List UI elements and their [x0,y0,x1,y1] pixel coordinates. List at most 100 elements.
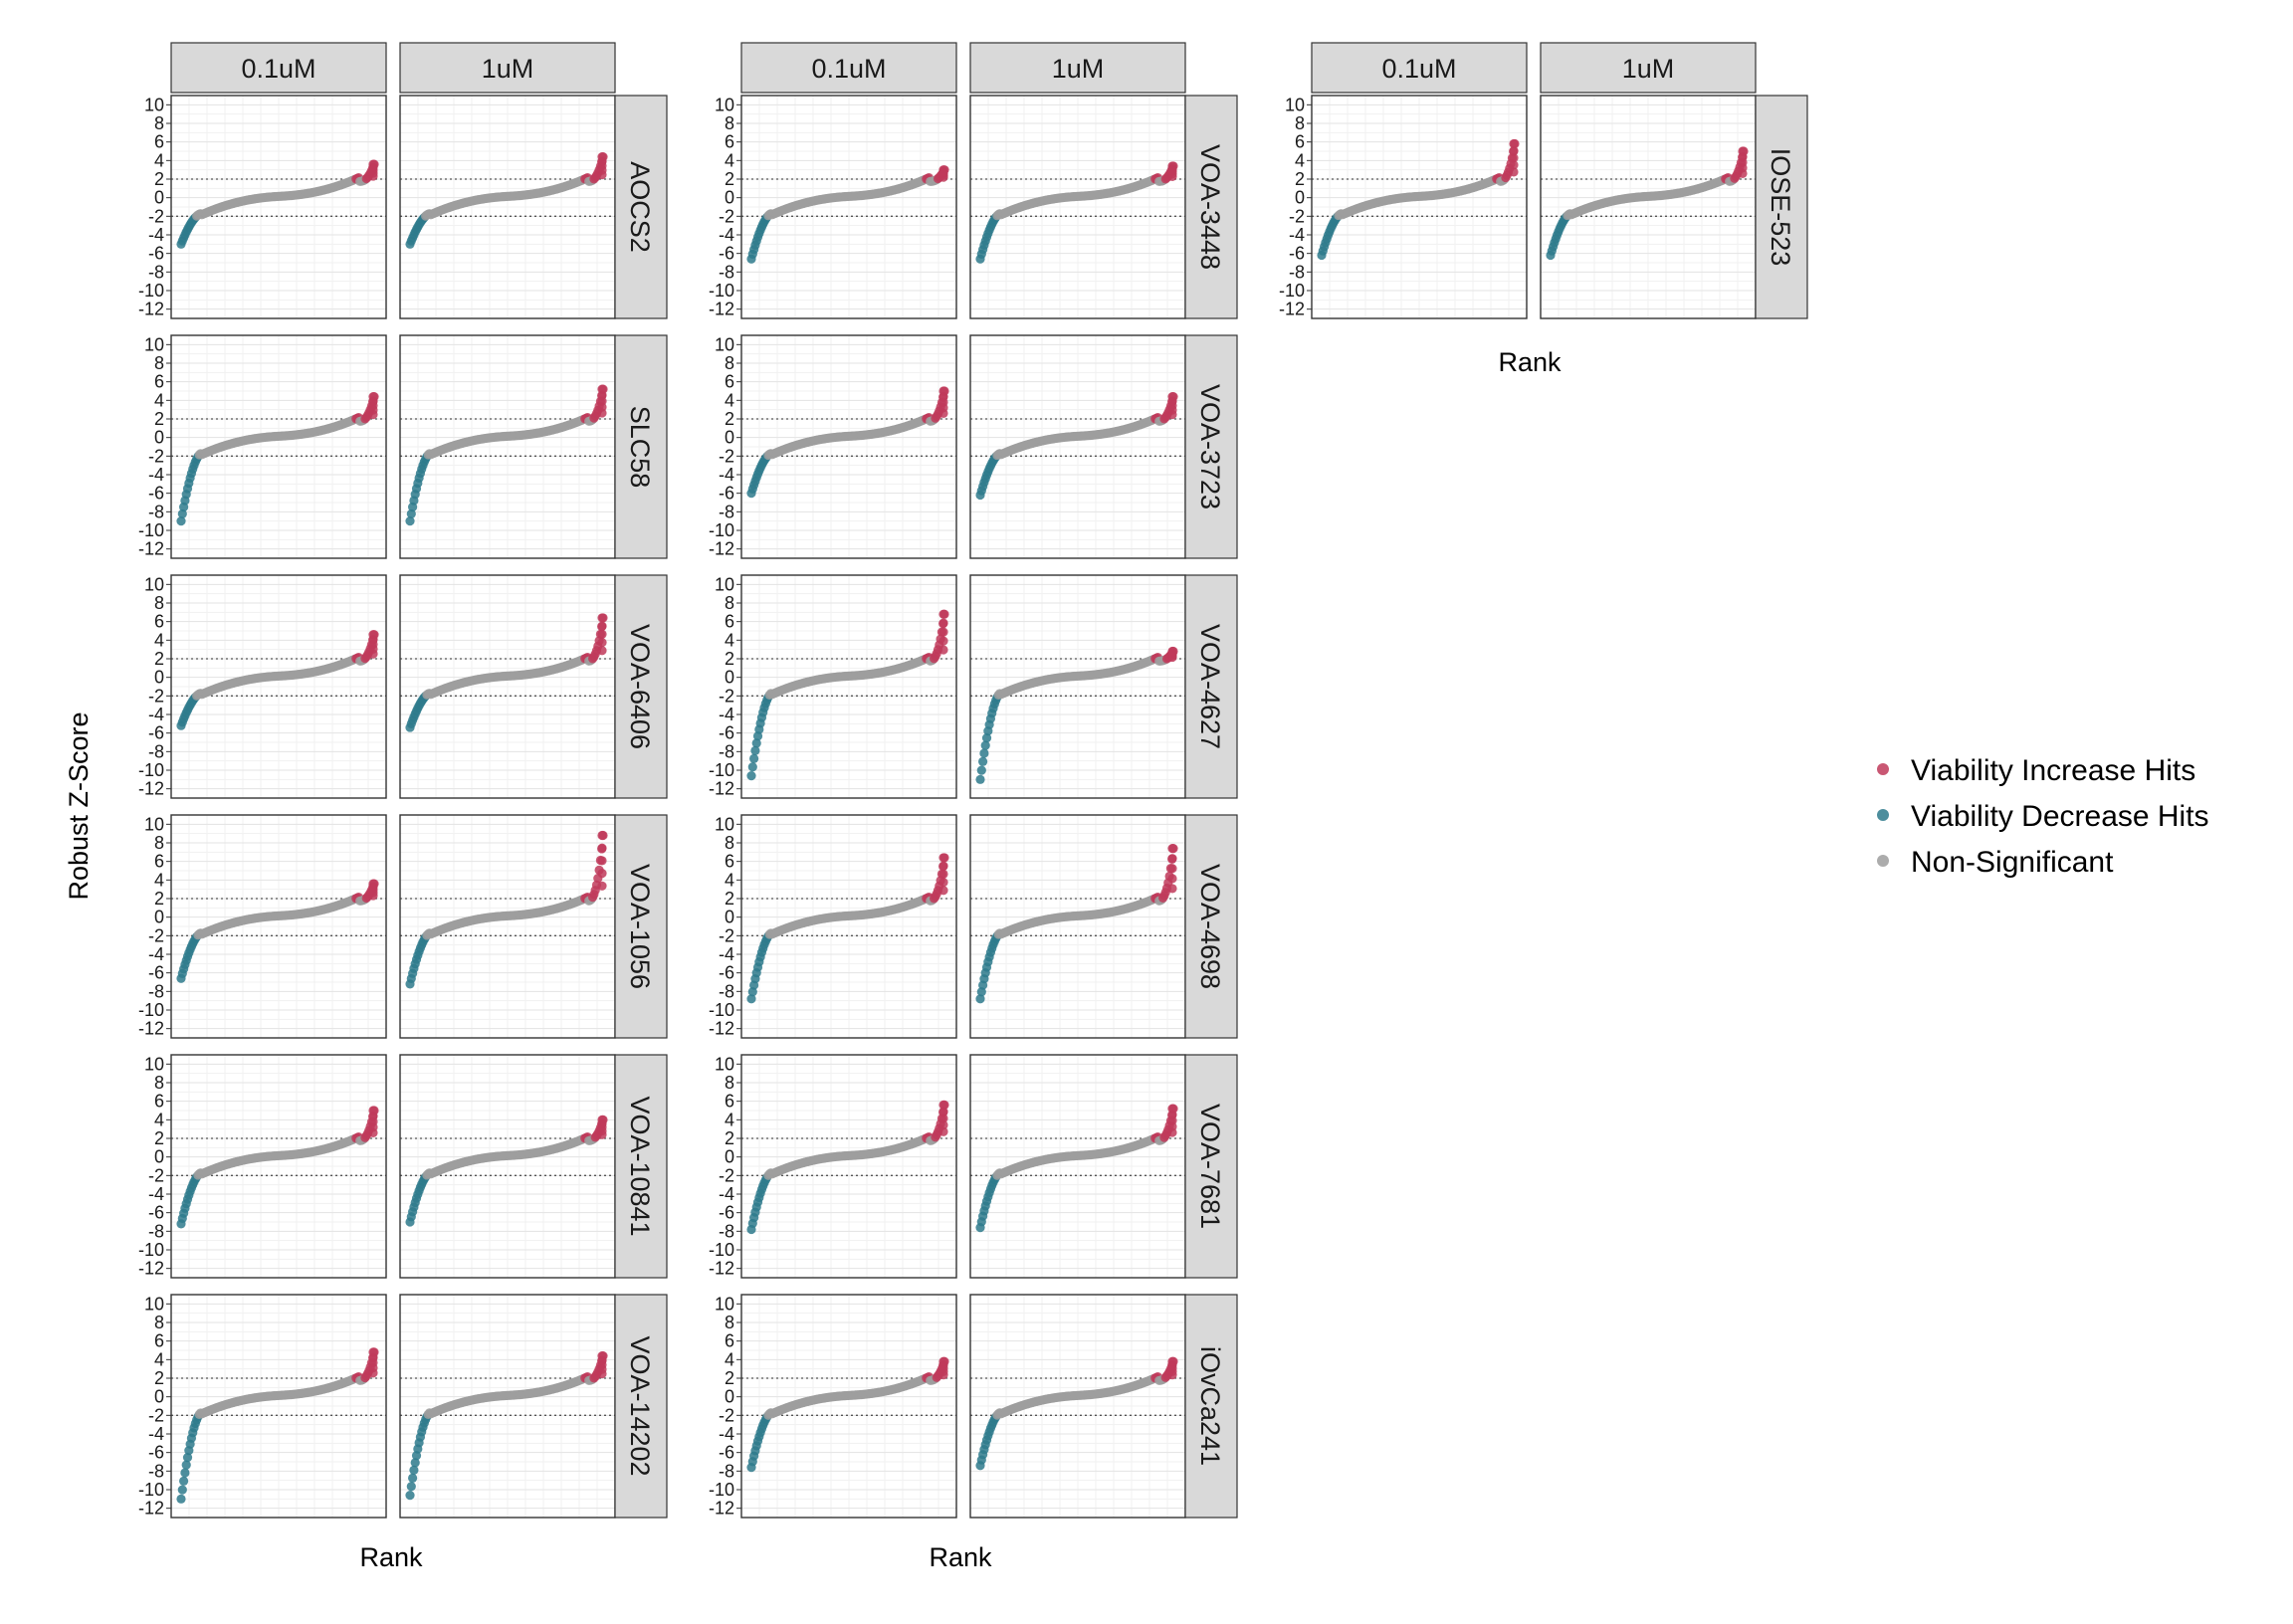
data-point-hit [368,1106,378,1116]
y-tick-label: 8 [154,833,164,853]
y-tick-label: -6 [719,1443,734,1463]
y-tick-label: -4 [719,705,734,724]
data-point-hit [938,165,948,175]
data-point-hit [938,618,948,628]
y-tick-label: 10 [144,574,164,594]
y-tick-label: 6 [154,372,164,392]
data-point-hit [938,877,948,888]
panel [969,1054,1186,1279]
y-tick-label: 6 [725,1331,734,1351]
data-point-hit [597,629,607,639]
y-tick-label: -12 [709,1499,734,1519]
row-strip [1184,95,1238,319]
data-point [406,508,416,519]
y-tick-label: 8 [725,593,734,613]
y-tick-label: -6 [148,1203,164,1223]
y-tick-label: 0 [154,428,164,448]
row-strip-label: VOA-4627 [1195,624,1225,749]
data-point-hit [1167,874,1177,884]
y-tick-label: -10 [138,1000,164,1020]
y-tick-label: 10 [144,1054,164,1074]
panel-border [170,574,387,799]
data-point-hit [1167,1104,1177,1114]
y-tick-label: -8 [719,1461,734,1481]
y-tick-label: 10 [144,1294,164,1314]
y-tick-label: 10 [144,95,164,114]
row-strip-label: VOA-10841 [625,1096,655,1236]
y-tick-label: 2 [725,409,734,429]
y-tick-label: 8 [725,353,734,373]
y-tick-label: 10 [715,95,734,114]
y-tick-label: 0 [154,1147,164,1167]
data-point-hit [597,152,607,162]
y-tick-label: 4 [725,630,734,650]
panel [740,574,957,799]
y-tick-label: -2 [148,925,164,945]
data-point-hit [938,386,948,396]
panel [170,574,387,799]
y-tick-label: 0 [725,1387,734,1407]
column-strip-label: 0.1uM [811,54,886,84]
y-tick-label: -12 [138,539,164,559]
column-strip [399,42,616,94]
y-tick-label: 8 [154,593,164,613]
panel [170,1054,387,1279]
y-tick-label: -6 [148,244,164,264]
y-tick-label: 6 [154,1092,164,1112]
y-tick-label: -10 [709,1480,734,1500]
data-point-hit [368,630,378,640]
y-tick-label: -10 [138,760,164,780]
y-tick-label: -6 [148,963,164,983]
panel [969,334,1186,559]
y-tick-label: -6 [719,484,734,504]
y-tick-label: -2 [148,1405,164,1425]
data-point [177,508,187,519]
y-tick-label: 4 [154,390,164,410]
y-tick-label: -6 [148,484,164,504]
y-tick-label: 2 [725,889,734,909]
row-strip-label: VOA-3448 [1195,144,1225,270]
data-point [979,748,989,758]
y-tick-label: -10 [709,520,734,540]
y-tick-label: 6 [725,372,734,392]
data-point [181,1460,191,1470]
row-strip [614,574,668,799]
data-point [409,1465,419,1475]
y-tick-label: 10 [715,334,734,354]
row-strip [614,814,668,1039]
y-tick-label: 10 [144,814,164,834]
panel [969,95,1186,319]
y-tick-label: 8 [154,353,164,373]
y-tick-label: -6 [148,723,164,743]
data-point [975,774,985,784]
y-tick-label: 8 [725,113,734,133]
row-strip-label: SLC58 [625,406,655,489]
panel-border [170,1054,387,1279]
y-tick-label: -6 [719,723,734,743]
y-tick-label: -12 [709,779,734,799]
y-tick-label: 0 [154,1387,164,1407]
data-point-hit [1167,854,1177,864]
y-tick-label: -2 [719,1165,734,1185]
y-tick-label: -10 [138,281,164,301]
panel-border [170,95,387,319]
y-tick-label: -2 [148,1165,164,1185]
y-tick-label: 10 [715,814,734,834]
y-tick-label: -8 [719,981,734,1001]
y-tick-label: 2 [154,649,164,669]
y-tick-label: 2 [154,889,164,909]
y-tick-label: -12 [138,1019,164,1039]
y-tick-label: 2 [725,1368,734,1388]
y-tick-label: 4 [725,390,734,410]
panel [740,814,957,1039]
data-point-hit [597,856,607,866]
y-tick-label: -2 [719,925,734,945]
panel [170,1294,387,1519]
y-tick-label: -6 [719,963,734,983]
y-tick-label: -10 [709,1240,734,1260]
y-tick-label: 6 [154,1331,164,1351]
data-point [746,771,756,781]
y-tick-label: 10 [144,334,164,354]
y-tick-label: 6 [725,132,734,152]
data-point-hit [597,881,607,891]
